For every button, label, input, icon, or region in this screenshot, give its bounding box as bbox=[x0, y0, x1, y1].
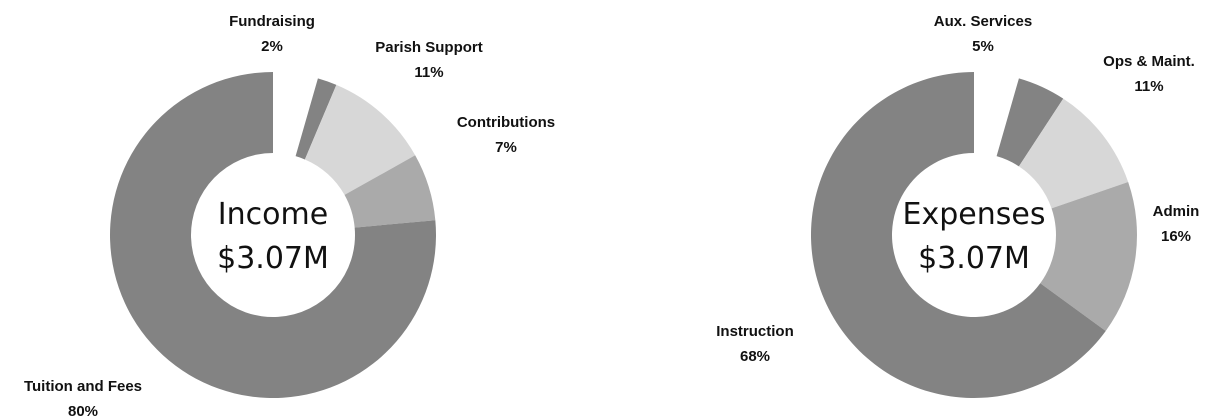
slice-label-contributions: Contributions bbox=[457, 114, 555, 131]
slice-fundraising bbox=[295, 78, 337, 160]
center-value: $3.07M bbox=[918, 241, 1030, 276]
slice-label-aux-services: Aux. Services bbox=[934, 13, 1032, 30]
slice-tuition-and-fees bbox=[110, 72, 437, 398]
slice-admin bbox=[1040, 182, 1137, 331]
slice-value-fundraising: 2% bbox=[261, 38, 283, 55]
slice-value-aux-services: 5% bbox=[972, 38, 994, 55]
slice-label-instruction: Instruction bbox=[716, 323, 794, 340]
slice-label-tuition-and-fees: Tuition and Fees bbox=[24, 378, 142, 395]
slice-value-contributions: 7% bbox=[495, 139, 517, 156]
slice-ops-maint bbox=[1018, 98, 1129, 209]
slice-instruction bbox=[810, 72, 1106, 398]
slice-value-ops-maint: 11% bbox=[1134, 78, 1163, 95]
center-value: $3.07M bbox=[217, 241, 329, 276]
slice-label-ops-maint: Ops & Maint. bbox=[1103, 53, 1195, 70]
slice-aux-services bbox=[996, 78, 1064, 167]
slice-label-fundraising: Fundraising bbox=[229, 13, 315, 30]
income-donut-chart: Fundraising 2% Parish Support 11% Contributi… bbox=[24, 13, 555, 416]
expenses-donut-chart: Aux. Services 5% Ops & Maint. 11% Admin 16% In… bbox=[716, 13, 1199, 398]
slice-contributions bbox=[344, 155, 436, 228]
slice-value-admin: 16% bbox=[1161, 228, 1191, 245]
center-title: Income bbox=[218, 197, 328, 232]
slice-value-instruction: 68% bbox=[740, 348, 770, 365]
slice-label-admin: Admin bbox=[1153, 203, 1200, 220]
center-title: Expenses bbox=[903, 197, 1046, 232]
slice-value-tuition-and-fees: 80% bbox=[68, 403, 98, 416]
slice-label-parish-support: Parish Support bbox=[375, 39, 483, 56]
slice-parish-support bbox=[304, 84, 416, 195]
slice-value-parish-support: 11% bbox=[414, 64, 443, 81]
